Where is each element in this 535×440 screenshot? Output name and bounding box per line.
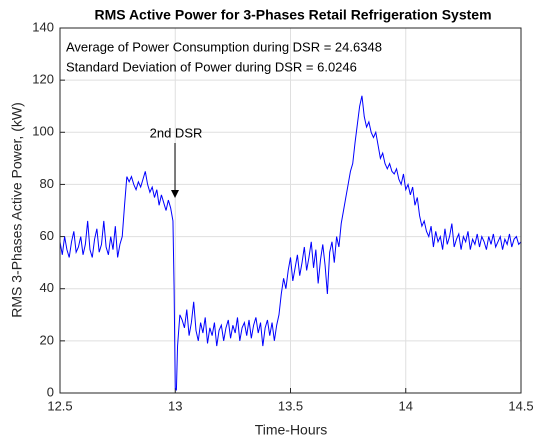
y-tick-label: 100 [32,124,54,139]
y-tick-label: 40 [40,280,54,295]
plot-frame [59,27,522,394]
x-axis-label: Time-Hours [255,422,328,438]
data-line [59,95,522,391]
text-box-line: Average of Power Consumption during DSR … [66,39,382,54]
y-tick-label: 0 [47,384,54,399]
annotation-text: 2nd DSR [150,125,203,140]
y-tick-label: 60 [40,228,54,243]
chart-title: RMS Active Power for 3-Phases Retail Ref… [94,7,491,23]
y-axis-label: RMS 3-Phases Active Power, (kW) [9,102,25,318]
annotation-arrowhead [171,190,179,198]
x-tick-label: 14 [399,398,413,413]
x-tick-label: 14.5 [508,398,533,413]
y-tick-label: 120 [32,72,54,87]
x-tick-label: 13.5 [278,398,303,413]
text-box-line: Standard Deviation of Power during DSR =… [66,59,357,74]
y-tick-label: 140 [32,19,54,34]
y-tick-label: 80 [40,176,54,191]
x-tick-label: 13 [168,398,182,413]
y-tick-label: 20 [40,332,54,347]
x-tick-label: 12.5 [47,398,72,413]
